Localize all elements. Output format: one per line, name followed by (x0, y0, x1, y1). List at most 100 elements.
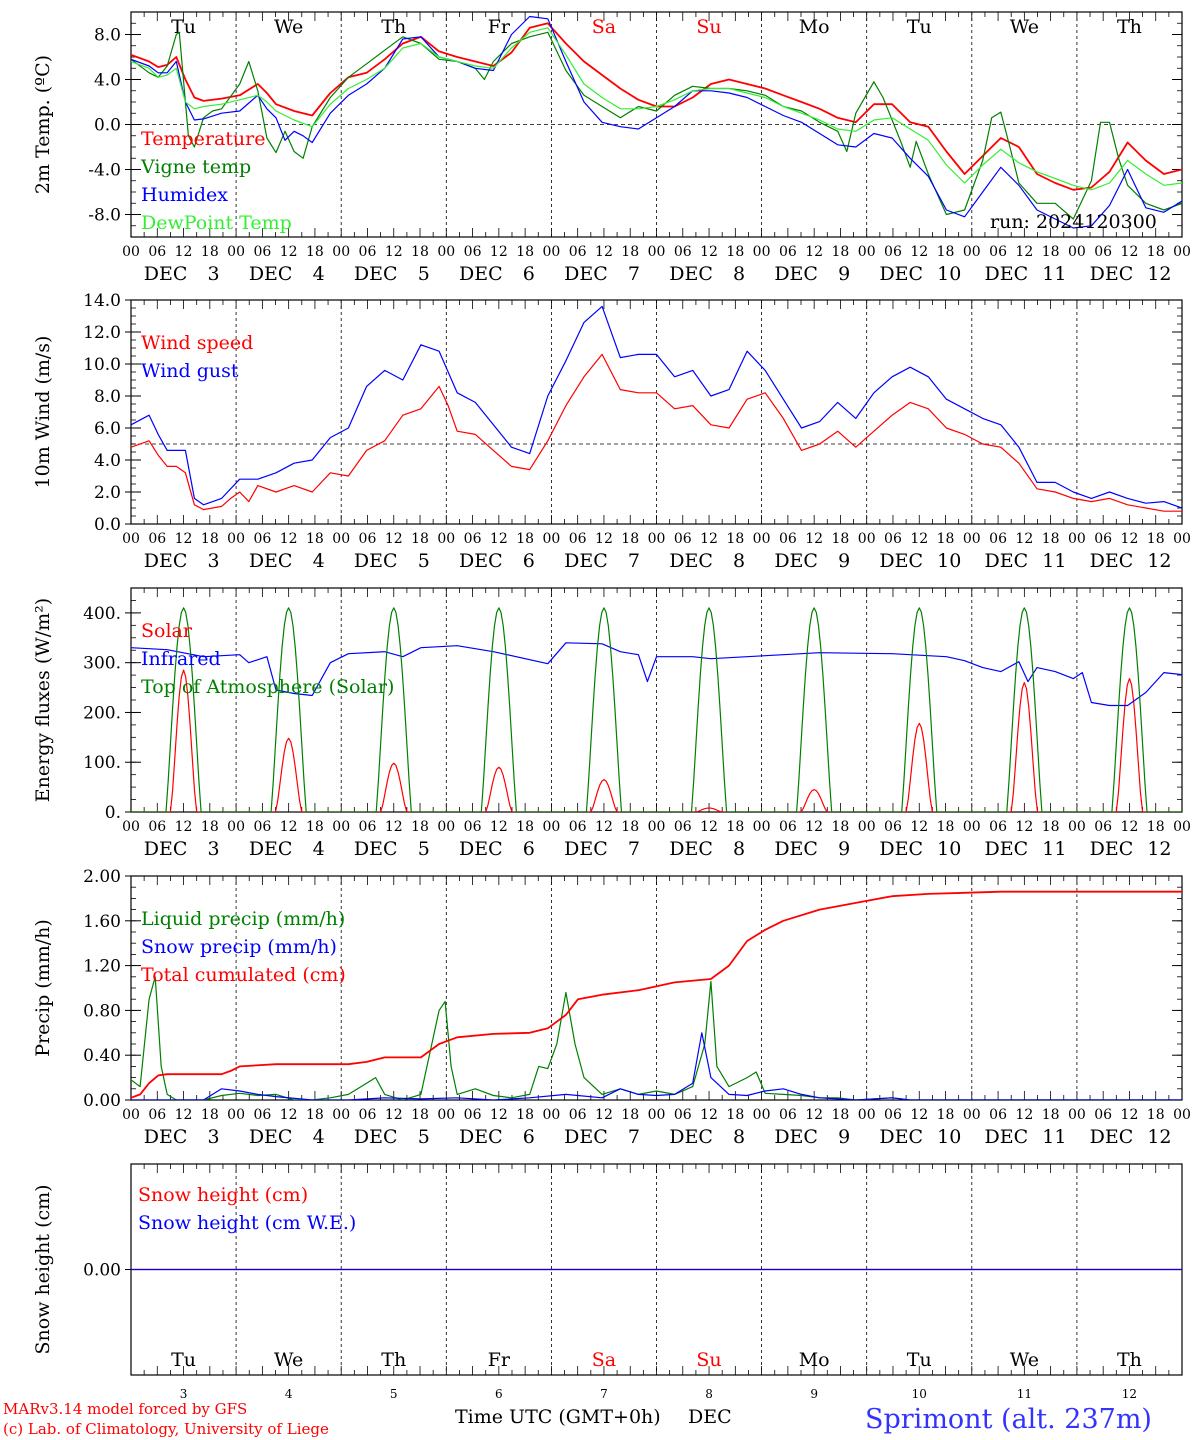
x-hour-label: 12 (700, 1107, 718, 1123)
x-hour-label: 18 (832, 531, 850, 547)
x-hour-label: 00 (122, 244, 140, 260)
y-tick-label: 6.0 (94, 419, 121, 439)
x-hour-label: 00 (963, 531, 981, 547)
weekday-label: Tu (171, 16, 196, 38)
y-axis-label: Snow height (cm) (32, 1184, 54, 1354)
x-hour-label: 12 (805, 244, 823, 260)
footer-copyright-text: (c) Lab. of Climatology, University of L… (3, 1420, 329, 1438)
x-hour-label: 00 (1068, 244, 1086, 260)
x-date-month: DEC (774, 838, 818, 860)
legend-entry: Wind speed (141, 332, 253, 354)
series-line-wind-gust (131, 305, 1182, 509)
x-date-month: DEC (249, 838, 293, 860)
x-date-month: DEC (879, 1126, 923, 1148)
x-date-day: 4 (313, 263, 325, 285)
x-hour-label: 06 (884, 531, 902, 547)
x-date-month: DEC (985, 838, 1029, 860)
x-hour-label: 12 (280, 1107, 298, 1123)
x-hour-label: 00 (858, 819, 876, 835)
x-hour-label: 00 (542, 531, 560, 547)
x-date-day: 10 (937, 838, 961, 860)
y-tick-label: 200. (83, 703, 121, 723)
x-hour-label: 06 (359, 531, 377, 547)
series-group (131, 607, 1182, 812)
x-hour-label: 06 (464, 244, 482, 260)
x-hour-label: 12 (280, 531, 298, 547)
legend-entry: Snow height (cm) (138, 1184, 308, 1206)
x-hour-label: 06 (148, 1107, 166, 1123)
temp-run-label: run: 2024120300 (990, 211, 1157, 233)
day-number-label: 10 (912, 1387, 927, 1401)
panel-wind: 14.0 12.0 10.0 8.0 6.0 4.0 2.0 0.0 10m Wind (m/s… (32, 291, 1191, 572)
x-date-day: 8 (733, 263, 745, 285)
x-date-day: 6 (523, 838, 535, 860)
x-date-month: DEC (144, 550, 188, 572)
legend-entry: Liquid precip (mm/h) (141, 908, 345, 930)
x-hour-label: 06 (464, 1107, 482, 1123)
x-hour-label: 00 (542, 244, 560, 260)
y-tick-label: 0.0 (94, 116, 121, 136)
x-date-month: DEC (459, 838, 503, 860)
x-hour-label: 00 (963, 819, 981, 835)
x-date-day: 6 (523, 1126, 535, 1148)
y-tick-label: 0. (105, 803, 121, 823)
x-hour-label: 18 (1147, 819, 1165, 835)
y-tick-label: 4.0 (94, 451, 121, 471)
x-hour-label: 18 (621, 819, 639, 835)
x-date-day: 12 (1147, 1126, 1171, 1148)
weekday-label: Mo (799, 1349, 830, 1371)
weekday-label: Sa (592, 16, 616, 38)
x-date-day: 8 (733, 550, 745, 572)
y-tick-label: 100. (83, 753, 121, 773)
x-hour-label: 18 (726, 819, 744, 835)
x-hour-label: 06 (359, 819, 377, 835)
x-hour-label: 18 (937, 819, 955, 835)
x-date-day: 7 (628, 838, 640, 860)
panel-temp: 8.0 4.0 0.0 -4.0 -8.0 2m Temp. (ºC) 00 06 12 18 00… (32, 11, 1191, 285)
legend-entry: Top of Atmosphere (Solar) (141, 676, 394, 698)
x-hour-label: 18 (411, 1107, 429, 1123)
x-hour-label: 12 (175, 1107, 193, 1123)
x-hour-label: 12 (595, 244, 613, 260)
x-hour-label: 18 (306, 819, 324, 835)
series-line-snow-precip-mm-h- (131, 1032, 1182, 1100)
x-date-day: 7 (628, 550, 640, 572)
x-hour-label: 18 (1147, 531, 1165, 547)
plot-frame (130, 587, 1183, 813)
x-hour-label: 12 (595, 1107, 613, 1123)
day-number-label: 3 (180, 1387, 188, 1401)
x-hour-label: 00 (542, 1107, 560, 1123)
x-hour-label: 00 (648, 1107, 666, 1123)
x-hour-label: 12 (805, 819, 823, 835)
x-hour-label: 06 (779, 819, 797, 835)
x-hour-label: 00 (227, 244, 245, 260)
y-tick-label: 14.0 (83, 291, 121, 311)
x-hour-label: 06 (253, 244, 271, 260)
x-date-day: 3 (208, 550, 220, 572)
x-hour-label: 00 (227, 1107, 245, 1123)
x-date-month: DEC (669, 550, 713, 572)
x-hour-label: 06 (148, 531, 166, 547)
x-hour-label: 00 (227, 819, 245, 835)
x-date-month: DEC (1090, 550, 1134, 572)
y-axis-label: Precip (mm/h) (32, 919, 54, 1057)
legend-entry: Total cumulated (cm) (141, 964, 346, 986)
x-date-month: DEC (669, 263, 713, 285)
legend-entry: Humidex (141, 184, 228, 206)
weekday-label: Fr (488, 16, 511, 38)
x-date-day: 12 (1147, 263, 1171, 285)
weekday-label: Tu (171, 1349, 196, 1371)
x-hour-label: 06 (569, 1107, 587, 1123)
y-tick-label: 2.0 (94, 483, 121, 503)
x-hour-label: 18 (937, 244, 955, 260)
x-hour-label: 12 (1015, 819, 1033, 835)
x-hour-label: 00 (122, 1107, 140, 1123)
series-line-top-of-atmosphere-solar- (131, 607, 1182, 812)
x-hour-label: 18 (726, 531, 744, 547)
x-hour-label: 06 (779, 1107, 797, 1123)
x-date-day: 10 (937, 263, 961, 285)
x-date-month: DEC (879, 550, 923, 572)
x-date-day: 9 (838, 550, 850, 572)
x-date-day: 9 (838, 1126, 850, 1148)
x-hour-label: 18 (1042, 244, 1060, 260)
